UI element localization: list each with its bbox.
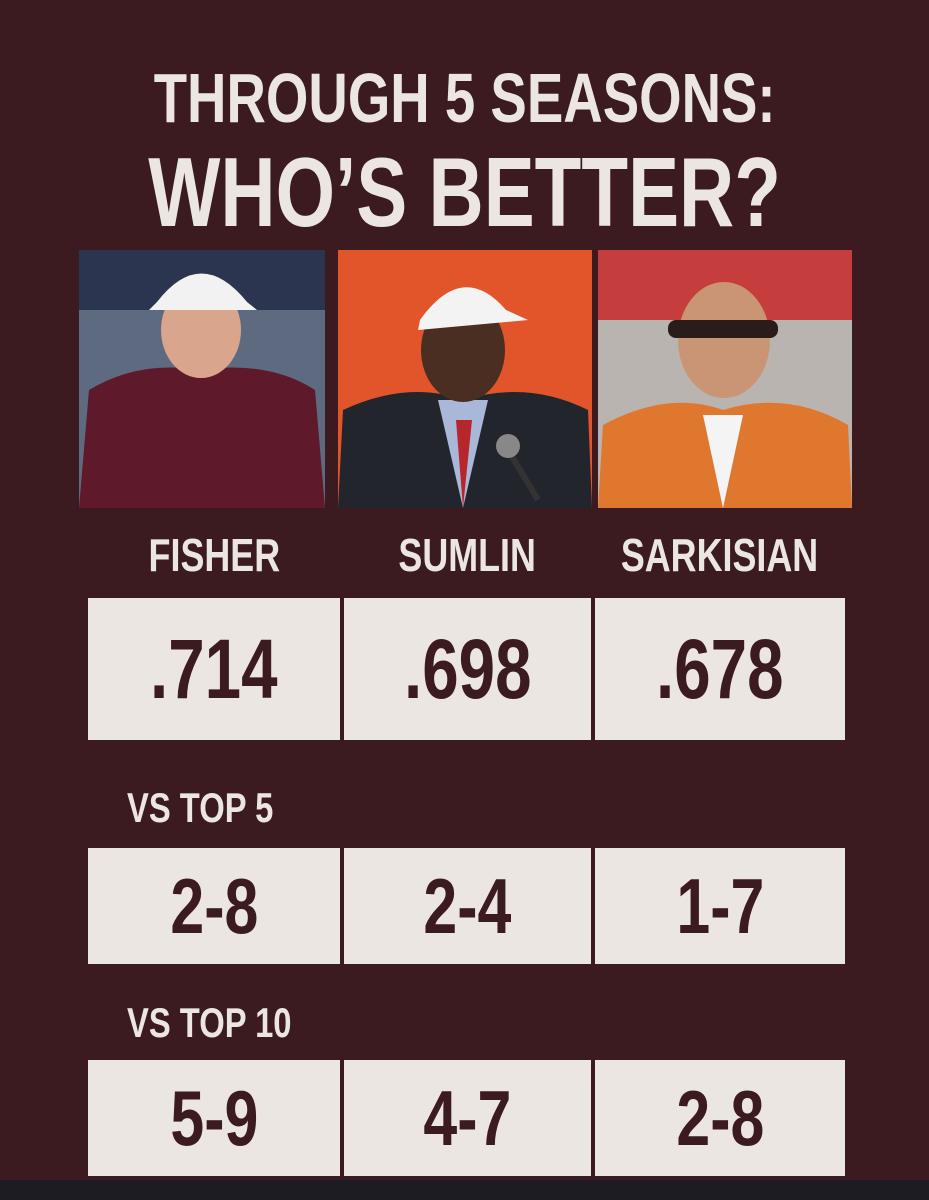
coach-name: SUMLIN	[398, 529, 537, 581]
stat-value: .698	[403, 621, 532, 716]
stat-cell: .714	[88, 598, 340, 740]
stat-cell: 5-9	[88, 1060, 340, 1176]
stat-cell: 4-7	[344, 1060, 591, 1176]
photo	[598, 250, 852, 508]
row-label-text: VS TOP 10	[127, 999, 292, 1046]
photo	[79, 250, 325, 508]
stat-cell: .678	[595, 598, 845, 740]
title-line: WHO’S BETTER?	[0, 140, 929, 244]
title-line: THROUGH 5 SEASONS:	[0, 58, 929, 138]
stat-value: 1-7	[676, 861, 764, 950]
stat-value: 2-8	[170, 861, 258, 950]
coach-name-cell: SARKISIAN	[585, 528, 855, 582]
row-label-text: VS TOP 5	[127, 784, 274, 831]
stat-value: .714	[150, 621, 278, 716]
stat-cell: .698	[344, 598, 591, 740]
stat-cell: 1-7	[595, 848, 845, 964]
stat-cell: 2-4	[344, 848, 591, 964]
bottom-bar	[0, 1180, 929, 1200]
stat-value: .678	[656, 621, 784, 716]
stat-cell: 2-8	[88, 848, 340, 964]
stat-value: 4-7	[423, 1073, 512, 1162]
stat-value: 2-8	[676, 1073, 764, 1162]
title-text: WHO’S BETTER?	[148, 137, 781, 247]
row-label: VS TOP 10	[127, 995, 338, 1051]
coach-name-cell: FISHER	[78, 528, 350, 582]
coach-name: SARKISIAN	[621, 529, 819, 581]
photo	[338, 250, 592, 508]
stat-value: 2-4	[423, 861, 512, 950]
coach-name: FISHER	[148, 529, 280, 581]
title-text: THROUGH 5 SEASONS:	[153, 59, 776, 137]
stat-cell: 2-8	[595, 1060, 845, 1176]
stat-value: 5-9	[170, 1073, 258, 1162]
coach-name-cell: SUMLIN	[334, 528, 601, 582]
row-label: VS TOP 5	[127, 780, 315, 836]
